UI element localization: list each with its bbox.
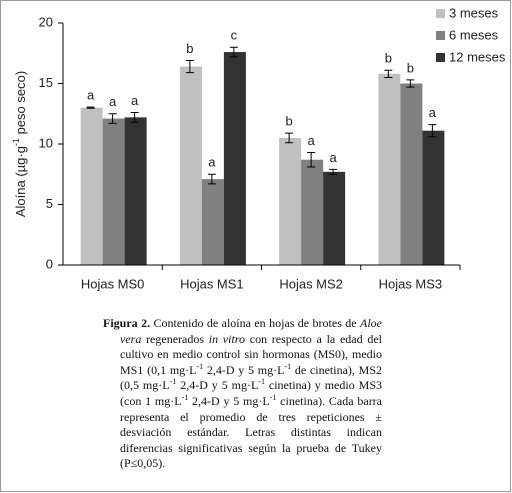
y-axis-label: Aloína (µg·g-1 peso seco) <box>11 71 28 217</box>
caption-run: Aloe vera <box>120 316 382 346</box>
legend-label: 3 meses <box>449 5 499 20</box>
error-bar <box>307 151 316 168</box>
caption-run: 2,4-D y 5 mg·L <box>188 393 270 408</box>
significance-letter: b <box>186 41 193 56</box>
y-tick-label: 0 <box>46 256 53 271</box>
error-bar <box>130 112 139 123</box>
y-label-part: peso seco) <box>13 71 28 138</box>
legend-label: 6 meses <box>449 27 499 42</box>
error-bar <box>229 46 238 58</box>
bar <box>323 171 346 265</box>
significance-letter: b <box>286 114 293 129</box>
legend-swatch <box>436 53 445 62</box>
bar <box>179 66 202 265</box>
significance-letter: a <box>208 155 216 170</box>
significance-letter: a <box>87 88 95 103</box>
significance-letter: a <box>308 133 316 148</box>
caption-run: 2,4-D y 5 mg·L <box>176 378 259 393</box>
error-bar <box>185 60 194 74</box>
error-bar <box>86 106 95 109</box>
bar <box>223 52 246 265</box>
y-tick-label: 10 <box>39 135 53 150</box>
caption-run: -1 <box>258 377 265 387</box>
error-bar <box>207 173 216 185</box>
error-bar <box>384 69 393 78</box>
bar <box>301 159 324 265</box>
error-bar <box>285 132 294 144</box>
legend-swatch <box>436 31 445 40</box>
caption-run: -1 <box>284 361 292 371</box>
error-bar <box>428 124 437 138</box>
caption-run: Figura 2. <box>103 316 151 330</box>
caption-run: cinetina) y medio MS3 (con 1 mg·L <box>120 378 382 408</box>
bar <box>378 73 401 265</box>
caption-run: in vitro <box>208 331 246 346</box>
significance-letter: b <box>407 60 414 75</box>
caption-run: -1 <box>169 377 177 387</box>
bar <box>80 107 103 265</box>
caption-run: -1 <box>269 392 277 402</box>
significance-letter: a <box>330 150 338 165</box>
y-tick-label: 5 <box>46 196 53 211</box>
significance-letter: a <box>109 94 117 109</box>
x-tick-label: Hojas MS0 <box>81 276 145 291</box>
y-label-part: Aloína (µg·g <box>13 146 28 217</box>
significance-letter: a <box>429 105 437 120</box>
significance-letter: c <box>231 28 238 43</box>
caption-run: -1 <box>196 361 204 371</box>
caption-run: con respecto a la edad del cultivo en me… <box>120 331 382 377</box>
x-tick-label: Hojas MS3 <box>379 276 443 291</box>
legend-swatch <box>436 9 445 18</box>
caption-run: Contenido de aloína en hojas de brotes d… <box>150 316 360 330</box>
bar <box>201 179 224 265</box>
bar <box>422 130 445 265</box>
significance-letter: b <box>385 51 392 66</box>
legend-label: 12 meses <box>449 49 506 64</box>
x-tick-label: Hojas MS1 <box>180 276 244 291</box>
caption-run: 2,4-D y 5 mg·L <box>203 362 285 377</box>
significance-letter: a <box>131 93 139 108</box>
error-bar <box>108 113 117 124</box>
bar <box>124 117 147 265</box>
y-label-sup: -1 <box>11 138 21 146</box>
caption-run: regenerados <box>141 331 209 346</box>
bar <box>400 83 423 265</box>
caption: Figura 2. Contenido de aloína en hojas d… <box>103 316 383 472</box>
error-bar <box>329 168 338 175</box>
bar <box>279 137 302 265</box>
y-tick-label: 15 <box>39 75 53 90</box>
caption-run: -1 <box>181 392 189 402</box>
caption-run: de cinetina), MS2 (0,5 mg·L <box>120 362 382 393</box>
error-bar <box>406 79 415 88</box>
bar <box>102 118 125 265</box>
y-tick-label: 20 <box>39 14 53 29</box>
caption-run: cinetina). Cada barra representa el prom… <box>120 393 383 471</box>
x-tick-label: Hojas MS2 <box>279 276 343 291</box>
